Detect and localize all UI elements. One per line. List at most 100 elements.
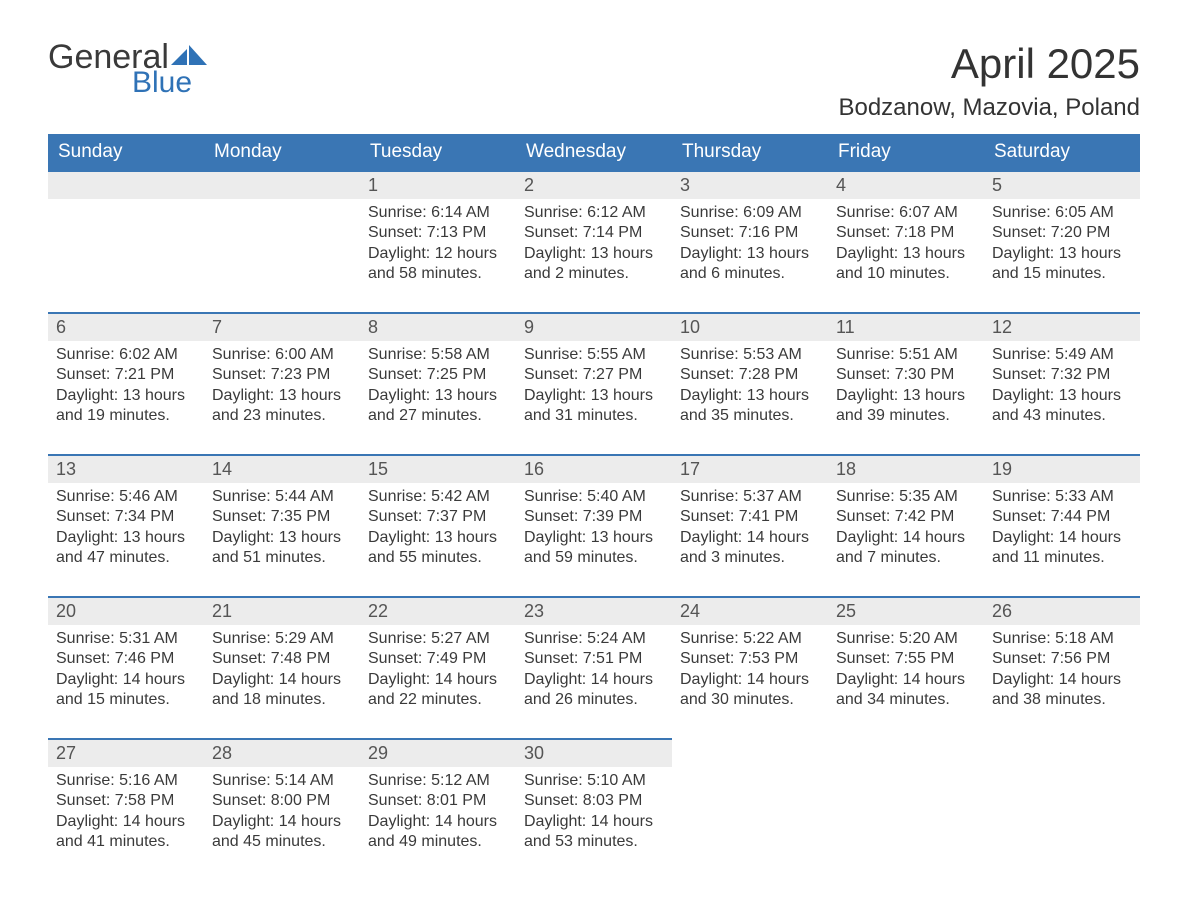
logo-text-blue: Blue bbox=[132, 68, 192, 98]
calendar-day-cell: 22Sunrise: 5:27 AMSunset: 7:49 PMDayligh… bbox=[360, 596, 516, 724]
sunrise-line: Sunrise: 5:24 AM bbox=[524, 630, 646, 647]
calendar-day-cell: 6Sunrise: 6:02 AMSunset: 7:21 PMDaylight… bbox=[48, 312, 204, 440]
sunset-line: Sunset: 7:56 PM bbox=[992, 650, 1110, 667]
calendar-day-cell: 12Sunrise: 5:49 AMSunset: 7:32 PMDayligh… bbox=[984, 312, 1140, 440]
daylight-line1: Daylight: 14 hours bbox=[680, 671, 809, 688]
daylight-line2: and 15 minutes. bbox=[56, 691, 170, 708]
calendar-week-row: 13Sunrise: 5:46 AMSunset: 7:34 PMDayligh… bbox=[48, 454, 1140, 582]
calendar-day-cell bbox=[204, 170, 360, 298]
daylight-line1: Daylight: 13 hours bbox=[836, 387, 965, 404]
sunrise-line: Sunrise: 5:55 AM bbox=[524, 346, 646, 363]
daylight-line1: Daylight: 13 hours bbox=[992, 245, 1121, 262]
sunset-line: Sunset: 7:13 PM bbox=[368, 224, 486, 241]
day-number: 28 bbox=[204, 738, 360, 767]
sunrise-line: Sunrise: 5:40 AM bbox=[524, 488, 646, 505]
day-number: 17 bbox=[672, 454, 828, 483]
sunset-line: Sunset: 7:14 PM bbox=[524, 224, 642, 241]
daylight-line1: Daylight: 14 hours bbox=[368, 671, 497, 688]
daylight-line1: Daylight: 14 hours bbox=[992, 671, 1121, 688]
day-content: Sunrise: 5:42 AMSunset: 7:37 PMDaylight:… bbox=[360, 483, 516, 577]
daylight-line2: and 58 minutes. bbox=[368, 265, 482, 282]
daylight-line2: and 43 minutes. bbox=[992, 407, 1106, 424]
sunrise-line: Sunrise: 6:12 AM bbox=[524, 204, 646, 221]
day-number: 7 bbox=[204, 312, 360, 341]
daylight-line2: and 31 minutes. bbox=[524, 407, 638, 424]
calendar-week-row: 20Sunrise: 5:31 AMSunset: 7:46 PMDayligh… bbox=[48, 596, 1140, 724]
calendar-day-cell: 2Sunrise: 6:12 AMSunset: 7:14 PMDaylight… bbox=[516, 170, 672, 298]
daylight-line1: Daylight: 13 hours bbox=[212, 529, 341, 546]
day-number: 26 bbox=[984, 596, 1140, 625]
sunrise-line: Sunrise: 6:00 AM bbox=[212, 346, 334, 363]
calendar-day-cell: 3Sunrise: 6:09 AMSunset: 7:16 PMDaylight… bbox=[672, 170, 828, 298]
logo: General Blue bbox=[48, 40, 209, 98]
daylight-line2: and 53 minutes. bbox=[524, 833, 638, 850]
weekday-header: Friday bbox=[828, 134, 984, 170]
day-number: 11 bbox=[828, 312, 984, 341]
sunset-line: Sunset: 7:32 PM bbox=[992, 366, 1110, 383]
day-number: 22 bbox=[360, 596, 516, 625]
calendar-day-cell: 7Sunrise: 6:00 AMSunset: 7:23 PMDaylight… bbox=[204, 312, 360, 440]
day-number: 30 bbox=[516, 738, 672, 767]
day-content: Sunrise: 5:40 AMSunset: 7:39 PMDaylight:… bbox=[516, 483, 672, 577]
sunset-line: Sunset: 7:58 PM bbox=[56, 792, 174, 809]
daylight-line1: Daylight: 13 hours bbox=[368, 529, 497, 546]
daylight-line2: and 11 minutes. bbox=[992, 549, 1105, 566]
weekday-header: Wednesday bbox=[516, 134, 672, 170]
daylight-line1: Daylight: 14 hours bbox=[56, 813, 185, 830]
day-content: Sunrise: 5:49 AMSunset: 7:32 PMDaylight:… bbox=[984, 341, 1140, 435]
sunrise-line: Sunrise: 5:12 AM bbox=[368, 772, 490, 789]
calendar-day-cell: 18Sunrise: 5:35 AMSunset: 7:42 PMDayligh… bbox=[828, 454, 984, 582]
day-number: 4 bbox=[828, 170, 984, 199]
daylight-line1: Daylight: 13 hours bbox=[524, 529, 653, 546]
calendar-day-cell bbox=[48, 170, 204, 298]
calendar-day-cell: 19Sunrise: 5:33 AMSunset: 7:44 PMDayligh… bbox=[984, 454, 1140, 582]
calendar-day-cell: 14Sunrise: 5:44 AMSunset: 7:35 PMDayligh… bbox=[204, 454, 360, 582]
daylight-line2: and 6 minutes. bbox=[680, 265, 785, 282]
week-spacer bbox=[48, 298, 1140, 312]
sunset-line: Sunset: 7:18 PM bbox=[836, 224, 954, 241]
calendar-day-cell: 20Sunrise: 5:31 AMSunset: 7:46 PMDayligh… bbox=[48, 596, 204, 724]
day-content: Sunrise: 5:55 AM Sunset: 7:27 PM Daylight:… bbox=[516, 341, 672, 435]
day-number: 29 bbox=[360, 738, 516, 767]
day-content: Sunrise: 5:35 AMSunset: 7:42 PMDaylight:… bbox=[828, 483, 984, 577]
calendar-day-cell: 16Sunrise: 5:40 AMSunset: 7:39 PMDayligh… bbox=[516, 454, 672, 582]
daylight-line1: Daylight: 13 hours bbox=[524, 245, 653, 262]
day-content: Sunrise: 5:24 AMSunset: 7:51 PMDaylight:… bbox=[516, 625, 672, 719]
sunrise-line: Sunrise: 6:02 AM bbox=[56, 346, 178, 363]
sunset-line: Sunset: 7:27 PM bbox=[524, 366, 642, 383]
sunrise-line: Sunrise: 5:14 AM bbox=[212, 772, 334, 789]
day-content: Sunrise: 6:05 AMSunset: 7:20 PMDaylight:… bbox=[984, 199, 1140, 293]
calendar-day-cell: 13Sunrise: 5:46 AMSunset: 7:34 PMDayligh… bbox=[48, 454, 204, 582]
day-number bbox=[48, 170, 204, 199]
day-content: Sunrise: 5:53 AMSunset: 7:28 PMDaylight:… bbox=[672, 341, 828, 435]
header: General Blue April 2025 Bodzanow, Mazovi… bbox=[48, 40, 1140, 122]
daylight-line2: and 38 minutes. bbox=[992, 691, 1106, 708]
sunset-line: Sunset: 7:44 PM bbox=[992, 508, 1110, 525]
day-content: Sunrise: 6:07 AMSunset: 7:18 PMDaylight:… bbox=[828, 199, 984, 293]
daylight-line1: Daylight: 13 hours bbox=[680, 387, 809, 404]
daylight-line2: and 51 minutes. bbox=[212, 549, 326, 566]
day-number: 3 bbox=[672, 170, 828, 199]
sunrise-line: Sunrise: 5:20 AM bbox=[836, 630, 958, 647]
calendar-day-cell: 27Sunrise: 5:16 AMSunset: 7:58 PMDayligh… bbox=[48, 738, 204, 866]
weekday-header: Sunday bbox=[48, 134, 204, 170]
day-number: 5 bbox=[984, 170, 1140, 199]
daylight-line1: Daylight: 13 hours bbox=[368, 387, 497, 404]
day-number: 25 bbox=[828, 596, 984, 625]
daylight-line2: and 39 minutes. bbox=[836, 407, 950, 424]
sunrise-line: Sunrise: 5:22 AM bbox=[680, 630, 802, 647]
sunset-line: Sunset: 7:23 PM bbox=[212, 366, 330, 383]
daylight-line1: Daylight: 12 hours bbox=[368, 245, 497, 262]
sunrise-line: Sunrise: 6:09 AM bbox=[680, 204, 802, 221]
daylight-line2: and 47 minutes. bbox=[56, 549, 170, 566]
location-text: Bodzanow, Mazovia, Poland bbox=[838, 94, 1140, 122]
sunset-line: Sunset: 7:53 PM bbox=[680, 650, 798, 667]
sunset-line: Sunset: 7:46 PM bbox=[56, 650, 174, 667]
daylight-line2: and 35 minutes. bbox=[680, 407, 794, 424]
daylight-line1: Daylight: 14 hours bbox=[524, 813, 653, 830]
day-number: 6 bbox=[48, 312, 204, 341]
day-number: 13 bbox=[48, 454, 204, 483]
daylight-line2: and 41 minutes. bbox=[56, 833, 170, 850]
daylight-line1: Daylight: 13 hours bbox=[524, 387, 653, 404]
daylight-line2: and 59 minutes. bbox=[524, 549, 638, 566]
